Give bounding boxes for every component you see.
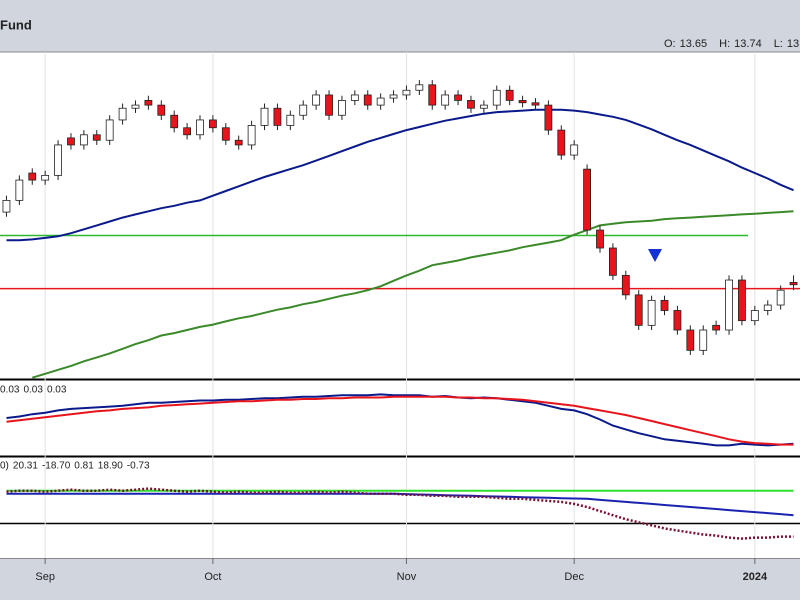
candle-body	[170, 114, 179, 129]
candle-body	[41, 174, 50, 181]
ohlc-value: 13.65	[680, 38, 708, 50]
candle-body	[105, 119, 114, 141]
chart-title: Fund	[0, 17, 32, 32]
candle-body	[776, 289, 785, 306]
candle-body	[79, 134, 88, 146]
candle-body	[596, 229, 604, 249]
candle-body	[428, 84, 437, 106]
x-tick-label: Sep	[35, 571, 55, 583]
candle-body	[583, 168, 591, 231]
candle-body	[260, 107, 269, 126]
legend-entry: 0)	[0, 461, 9, 472]
candle-body	[402, 89, 411, 96]
candle-body	[286, 114, 295, 126]
candle-body	[67, 137, 75, 146]
x-tick-label: 2024	[743, 571, 768, 583]
candle-body	[789, 281, 798, 286]
candle-body	[634, 294, 643, 326]
indicator-line	[32, 210, 794, 379]
ohlc-label: H:	[719, 38, 730, 50]
candle-body	[234, 139, 243, 146]
candle-body	[183, 127, 191, 136]
candle-body	[673, 310, 682, 331]
legend-entry: 0.03	[23, 385, 43, 396]
candle-body	[647, 299, 656, 326]
legend-entry: 20.31	[13, 461, 38, 472]
candle-body	[15, 179, 24, 201]
candle-body	[312, 94, 321, 106]
candle-body	[660, 299, 669, 311]
candle-body	[2, 199, 11, 213]
legend-entry: -0.73	[127, 461, 150, 472]
candle-body	[454, 94, 462, 101]
legend-entry: -18.70	[42, 461, 71, 472]
ohlc-header: O: 13.65 H: 13.74 L: 13.	[664, 38, 800, 50]
candle-body	[557, 129, 566, 156]
candle-body	[712, 324, 721, 331]
candle-body	[157, 104, 166, 116]
header-bar	[0, 0, 800, 52]
candle-body	[299, 104, 308, 116]
candle-body	[763, 304, 772, 311]
candle-body	[750, 310, 759, 322]
x-tick-label: Oct	[204, 571, 221, 583]
indicator-line	[6, 492, 794, 517]
candle-body	[415, 84, 424, 91]
candle-body	[363, 94, 372, 106]
candle-body	[544, 104, 553, 131]
x-tick-label: Dec	[564, 571, 584, 583]
legend-entry: 0.03	[47, 385, 67, 396]
candle-body	[389, 94, 398, 99]
candle-body	[686, 329, 695, 351]
legend-entry: 18.90	[98, 461, 123, 472]
candle-body	[273, 107, 282, 126]
candle-body	[531, 102, 540, 106]
candle-body	[492, 89, 501, 106]
candle-body	[479, 104, 488, 109]
candle-body	[131, 104, 140, 109]
candle-body	[209, 119, 217, 129]
candle-body	[118, 107, 127, 121]
indicator-line	[6, 108, 794, 242]
candle-body	[338, 100, 346, 116]
indicator-line	[6, 393, 794, 447]
legend-entry: 0.81	[74, 461, 94, 472]
candle-body	[144, 100, 153, 106]
candle-body	[570, 144, 579, 156]
candle-body	[609, 247, 617, 276]
candle-body	[92, 134, 101, 141]
legend-entry: 0.03	[0, 385, 20, 396]
candle-body	[247, 125, 256, 146]
candle-body	[221, 127, 230, 141]
indicator-line	[6, 395, 794, 446]
candle-body	[725, 279, 733, 331]
candle-body	[738, 279, 746, 322]
ohlc-value: 13.74	[734, 38, 762, 50]
signal-marker	[648, 249, 662, 262]
candle-body	[325, 94, 333, 116]
candle-body	[518, 100, 527, 104]
candle-body	[505, 89, 514, 101]
candle-body	[28, 172, 37, 181]
ohlc-label: L:	[774, 38, 783, 50]
candle-body	[350, 94, 359, 101]
ohlc-value: 13.	[787, 38, 800, 50]
candle-body	[54, 144, 62, 176]
axis-bar	[0, 558, 800, 600]
candle-body	[467, 100, 475, 109]
indicator-line	[6, 487, 794, 540]
candle-body	[621, 274, 630, 296]
candle-body	[376, 97, 385, 106]
candle-body	[699, 329, 708, 351]
x-tick-label: Nov	[397, 571, 417, 583]
ohlc-label: O:	[664, 38, 676, 50]
candle-body	[441, 94, 450, 106]
candle-body	[196, 119, 204, 136]
